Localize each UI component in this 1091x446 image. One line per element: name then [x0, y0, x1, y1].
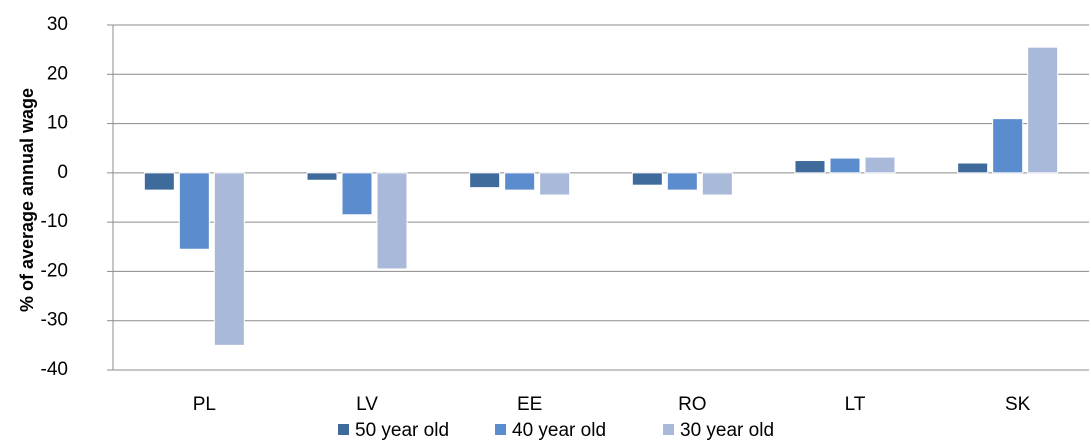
y-tick-label: 30: [47, 14, 68, 35]
y-tick-label: 0: [57, 162, 68, 183]
bar: [504, 172, 536, 191]
y-tick-label: -20: [41, 260, 68, 281]
y-axis-label: % of average annual wage: [17, 88, 37, 312]
bar: [213, 172, 245, 346]
bar: [829, 157, 861, 174]
x-tick-label: PL: [193, 394, 216, 415]
x-tick-label: EE: [517, 394, 542, 415]
x-tick-label: RO: [678, 394, 707, 415]
bar: [376, 172, 408, 270]
legend-label: 50 year old: [355, 420, 449, 441]
y-tick-label: 10: [47, 113, 68, 134]
x-tick-label: LT: [845, 394, 866, 415]
legend-swatch: [495, 424, 506, 435]
x-tick-label: SK: [1005, 394, 1031, 415]
legend-swatch: [338, 424, 349, 435]
bar: [143, 172, 175, 191]
bar: [341, 172, 373, 216]
legend-label: 40 year old: [512, 420, 606, 441]
bar: [666, 172, 698, 191]
bar: [1027, 46, 1059, 174]
y-tick-label: -40: [41, 359, 68, 380]
bar: [957, 162, 989, 174]
bar: [794, 160, 826, 174]
bar: [178, 172, 210, 250]
y-tick-label: -30: [41, 310, 68, 331]
bar: [539, 172, 571, 196]
y-tick-label: -10: [41, 211, 68, 232]
x-tick-label: LV: [356, 394, 378, 415]
legend-swatch: [663, 424, 674, 435]
bar: [469, 172, 501, 189]
y-tick-label: 20: [47, 63, 68, 84]
legend-label: 30 year old: [680, 420, 774, 441]
bar: [701, 172, 733, 196]
bar: [631, 172, 663, 186]
bar: [864, 156, 896, 174]
bar: [306, 172, 338, 181]
bar: [992, 118, 1024, 174]
